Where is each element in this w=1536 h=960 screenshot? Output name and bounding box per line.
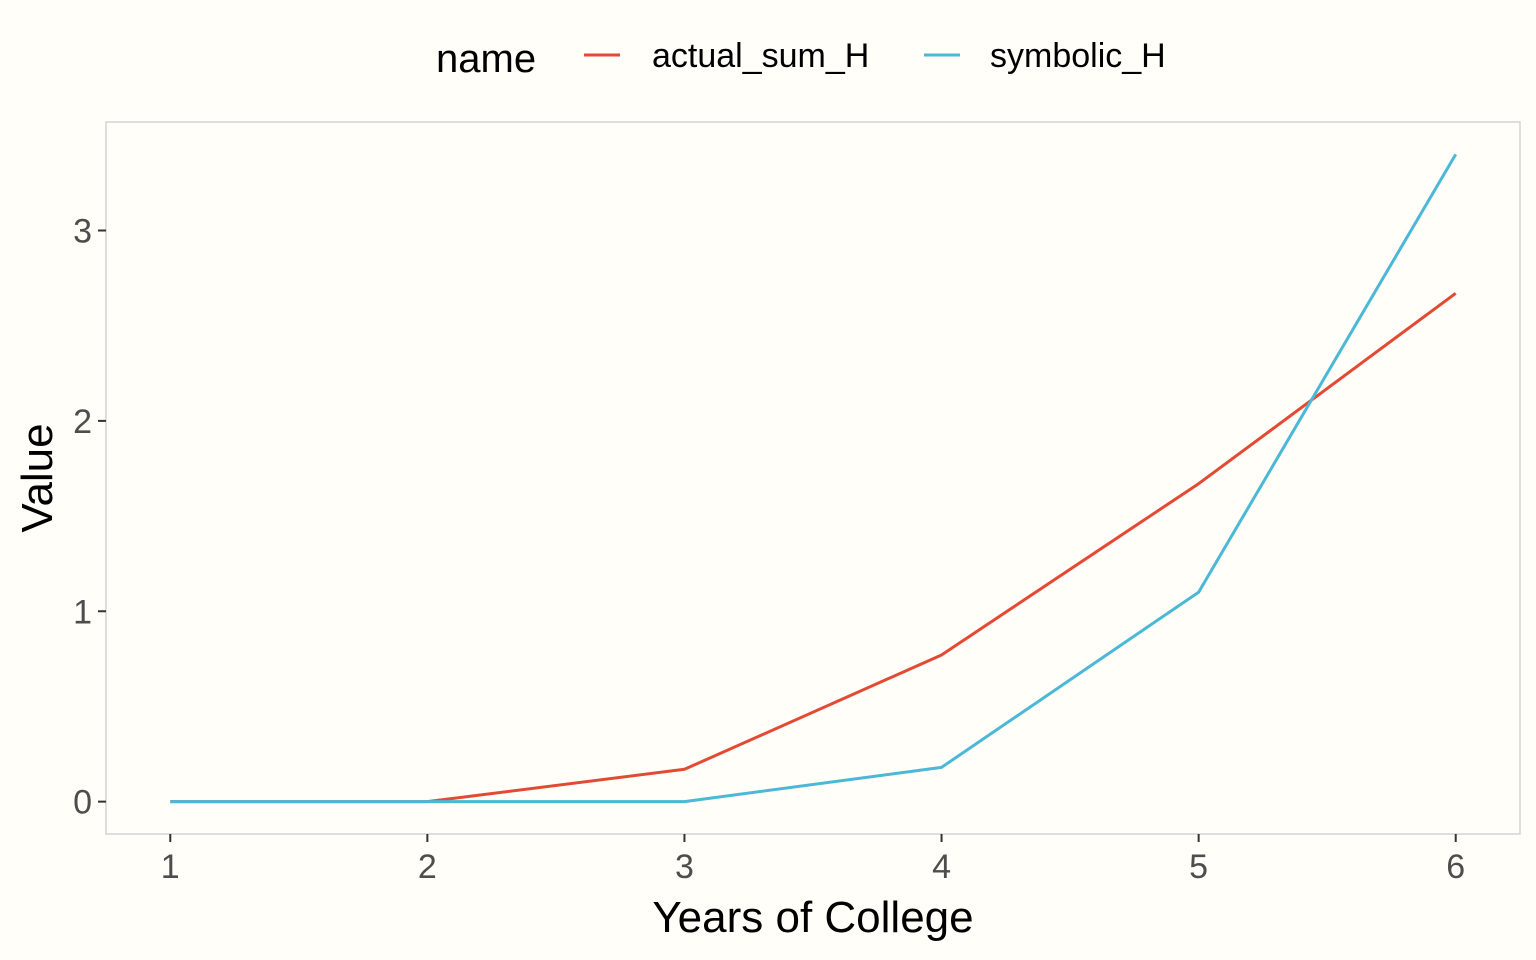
y-tick-label: 2: [73, 403, 92, 441]
x-tick-label: 3: [675, 848, 694, 886]
y-tick-label: 1: [73, 593, 92, 631]
legend-items: actual_sum_H symbolic_H: [584, 37, 1166, 75]
legend-label-actual_sum_H: actual_sum_H: [652, 37, 869, 75]
x-axis: 1 2 3 4 5 6: [161, 834, 1465, 886]
x-tick-label: 5: [1189, 848, 1208, 886]
series-line-symbolic_H: [170, 153, 1457, 804]
series-lines: [170, 153, 1457, 804]
y-axis-title: Value: [13, 423, 62, 532]
y-tick-label: 0: [73, 784, 92, 822]
x-tick-label: 2: [418, 848, 437, 886]
legend: name actual_sum_H symbolic_H: [436, 37, 1166, 81]
x-tick-label: 1: [161, 848, 180, 886]
x-tick-label: 4: [932, 848, 951, 886]
plot-panel: [105, 121, 1521, 835]
y-axis: 0 1 2 3: [73, 213, 106, 822]
x-tick-label: 6: [1446, 848, 1465, 886]
x-axis-title: Years of College: [652, 893, 973, 942]
legend-label-symbolic_H: symbolic_H: [990, 37, 1166, 75]
legend-title: name: [436, 37, 536, 81]
y-tick-label: 3: [73, 213, 92, 251]
